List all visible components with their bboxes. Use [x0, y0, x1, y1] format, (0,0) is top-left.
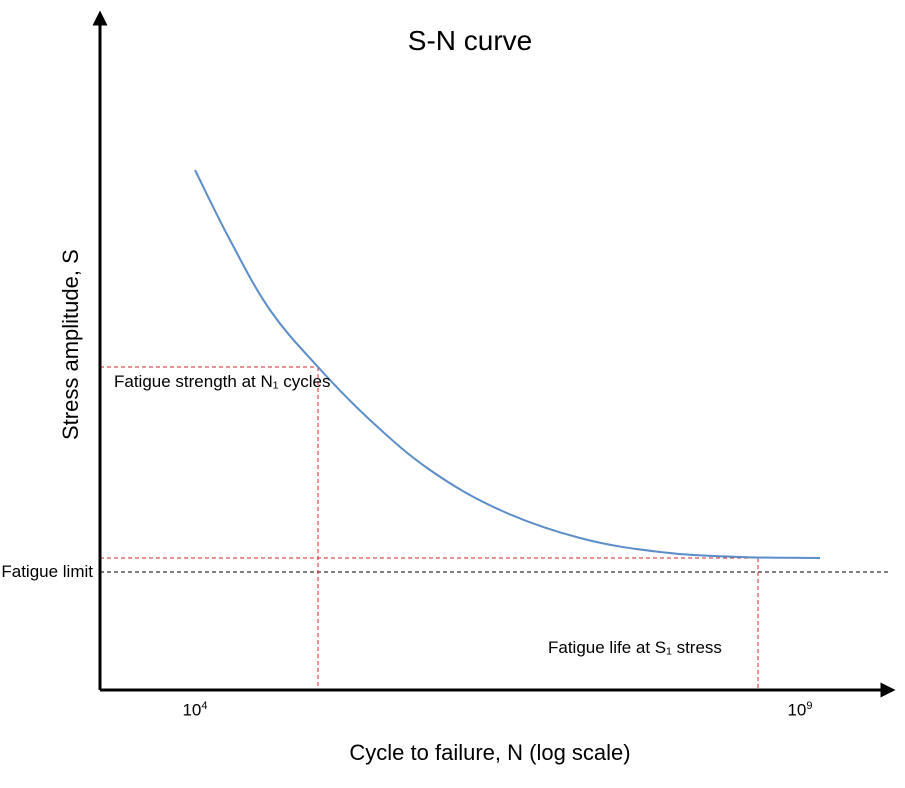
- chart-title: S-N curve: [408, 25, 532, 57]
- y-axis-label: Stress amplitude, S: [58, 249, 84, 440]
- xtick-0: 104: [182, 700, 207, 721]
- xtick-1: 109: [787, 700, 812, 721]
- x-axis-label: Cycle to failure, N (log scale): [349, 740, 630, 766]
- sn-curve-chart: S-N curve Stress amplitude, S Cycle to f…: [0, 0, 905, 788]
- ytick-fatigue-limit: Fatigue limit: [1, 562, 93, 582]
- chart-svg: [0, 0, 905, 788]
- fatigue-strength-annotation: Fatigue strength at N₁ cycles: [114, 372, 330, 392]
- fatigue-life-annotation: Fatigue life at S₁ stress: [548, 638, 722, 658]
